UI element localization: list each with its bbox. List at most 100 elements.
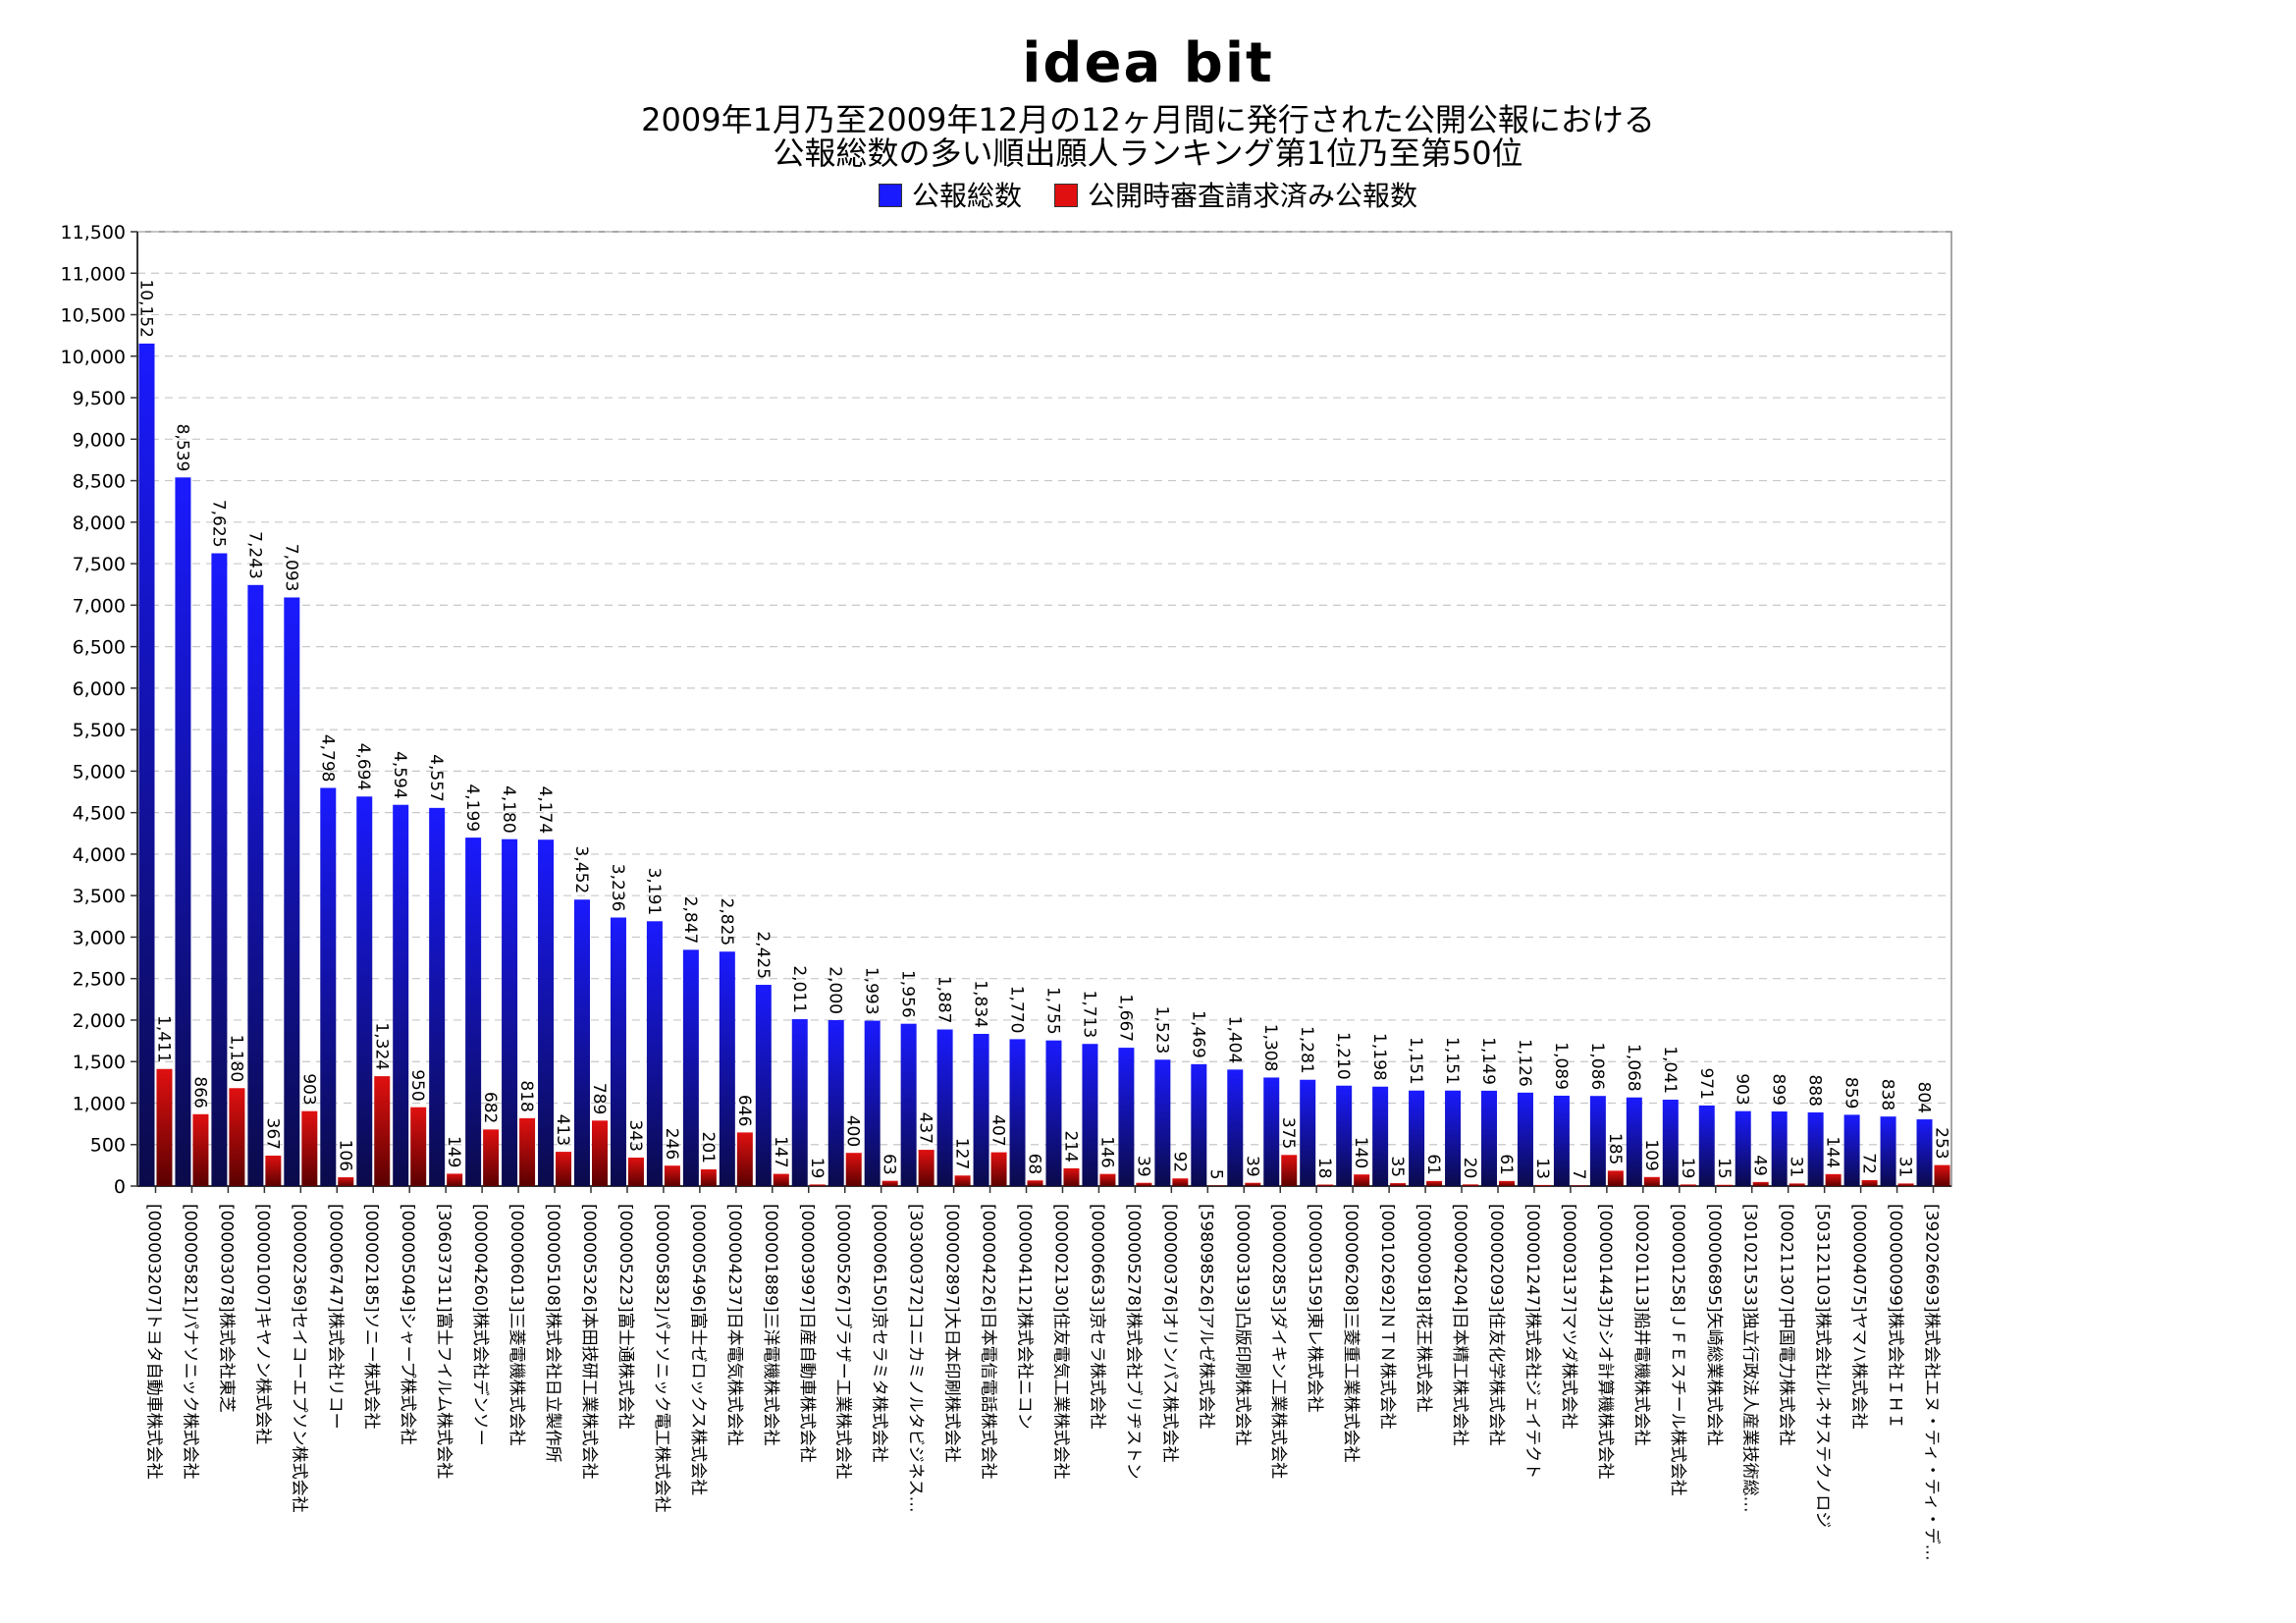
data-label-series2: 146 (1096, 1136, 1116, 1167)
x-tick-label: [306037311]富士フイルム株式会社 (434, 1204, 454, 1479)
data-label-series2: 246 (662, 1128, 681, 1160)
bar-series2 (1317, 1184, 1334, 1186)
x-tick-label: [000002185]ソニー株式会社 (361, 1204, 381, 1430)
bar-series1 (610, 917, 626, 1186)
bar-series2 (809, 1184, 826, 1186)
bar-series2 (1063, 1167, 1080, 1186)
bar-series2 (265, 1155, 282, 1186)
bar-series1 (1662, 1100, 1679, 1186)
data-label-series2: 950 (407, 1069, 427, 1101)
y-tick-label: 3,000 (73, 927, 126, 948)
bar-series1 (538, 839, 555, 1186)
data-label-series1: 1,404 (1224, 1016, 1244, 1064)
y-tick-label: 4,000 (73, 844, 126, 866)
bar-series1 (1082, 1044, 1098, 1186)
y-tick-label: 3,500 (73, 886, 126, 907)
x-tick-label: [000005326]本田技研工業株式会社 (579, 1204, 599, 1480)
bar-series1 (465, 838, 482, 1186)
bar-series1 (1553, 1095, 1570, 1186)
data-label-series1: 1,887 (934, 976, 954, 1024)
y-tick-label: 6,500 (73, 637, 126, 659)
y-tick-label: 1,500 (73, 1052, 126, 1073)
bar-series1 (247, 584, 264, 1186)
bar-series1 (138, 343, 155, 1186)
bar-series2 (447, 1173, 463, 1186)
data-label-series1: 1,834 (971, 980, 990, 1028)
x-tick-label: [000004112]株式会社ニコン (1015, 1204, 1035, 1430)
data-label-series1: 971 (1696, 1067, 1716, 1099)
bar-series1 (429, 807, 446, 1186)
y-tick-label: 7,000 (73, 595, 126, 617)
data-label-series2: 39 (1242, 1156, 1261, 1177)
data-label-series1: 7,093 (281, 544, 300, 592)
data-label-series1: 1,755 (1042, 987, 1062, 1035)
data-label-series1: 4,180 (499, 785, 518, 834)
data-label-series2: 253 (1932, 1127, 1951, 1159)
bar-series1 (791, 1019, 808, 1186)
data-label-series2: 140 (1351, 1137, 1370, 1168)
bar-series2 (592, 1120, 608, 1186)
data-label-series2: 682 (480, 1092, 500, 1123)
data-label-series1: 2,011 (789, 965, 809, 1013)
y-tick-label: 500 (90, 1135, 126, 1157)
data-label-series2: 201 (698, 1132, 718, 1163)
bar-series2 (229, 1088, 245, 1186)
bar-series1 (393, 804, 409, 1186)
data-label-series2: 1,180 (226, 1035, 245, 1083)
bar-series1 (1916, 1119, 1933, 1186)
data-label-series1: 4,694 (353, 743, 373, 791)
bar-series1 (1154, 1059, 1171, 1186)
y-tick-label: 7,500 (73, 554, 126, 575)
bar-series1 (1626, 1097, 1642, 1186)
data-label-series1: 1,041 (1660, 1046, 1680, 1094)
data-label-series1: 1,667 (1115, 994, 1135, 1042)
data-label-series2: 39 (1133, 1156, 1152, 1177)
data-label-series1: 7,243 (244, 531, 264, 579)
bar-series2 (1463, 1184, 1479, 1186)
data-label-series2: 49 (1750, 1155, 1770, 1176)
bar-series2 (1643, 1176, 1660, 1186)
x-tick-label: [000001007]キヤノン株式会社 (252, 1204, 272, 1444)
data-label-series2: 367 (262, 1118, 282, 1150)
bar-series2 (1172, 1178, 1189, 1186)
bar-series1 (211, 553, 228, 1186)
x-tick-label: [000006208]三菱重工業株式会社 (1341, 1204, 1361, 1463)
data-label-series2: 92 (1169, 1152, 1189, 1173)
x-tick-label: [000003078]株式会社東芝 (216, 1204, 236, 1413)
bar-series1 (1880, 1116, 1896, 1186)
data-label-series1: 899 (1769, 1074, 1789, 1106)
bar-series2 (881, 1180, 898, 1186)
data-label-series1: 1,281 (1297, 1026, 1316, 1074)
data-label-series2: 185 (1605, 1133, 1625, 1164)
y-tick-label: 6,000 (73, 678, 126, 700)
data-label-series2: 106 (335, 1140, 354, 1171)
data-label-series2: 149 (444, 1136, 463, 1167)
legend-swatch-series2 (1053, 184, 1078, 207)
legend-label-series1: 公報総数 (912, 180, 1023, 212)
data-label-series2: 375 (1278, 1117, 1298, 1149)
x-tick-label: [000102692]ＮＴＮ株式会社 (1377, 1204, 1397, 1430)
bar-series2 (736, 1132, 753, 1186)
bar-series1 (320, 787, 337, 1186)
data-label-series1: 1,713 (1079, 991, 1098, 1039)
x-tick-label: [000003193]凸版印刷株式会社 (1232, 1204, 1252, 1446)
bar-series2 (1897, 1183, 1914, 1186)
bar-series2 (1354, 1174, 1370, 1186)
data-label-series2: 31 (1896, 1157, 1915, 1178)
y-tick-label: 9,500 (73, 388, 126, 409)
plot-area-frame (136, 231, 1952, 1187)
data-label-series2: 1,411 (153, 1015, 173, 1063)
bar-series1 (1481, 1090, 1497, 1186)
x-tick-label: [598098526]アルゼ株式会社 (1196, 1204, 1215, 1429)
data-label-series2: 866 (189, 1076, 209, 1108)
x-tick-label: [000003207]トヨタ自動車株式会社 (143, 1204, 163, 1480)
bar-series1 (719, 951, 735, 1186)
bar-series2 (990, 1152, 1007, 1186)
bar-series2 (301, 1110, 318, 1186)
bar-series2 (1390, 1183, 1407, 1186)
bar-series1 (682, 949, 699, 1186)
bar-series1 (1372, 1086, 1389, 1186)
bar-series1 (900, 1023, 917, 1186)
bar-series2 (374, 1076, 391, 1186)
x-tick-label: [000001258]ＪＦＥスチール株式会社 (1668, 1204, 1687, 1496)
